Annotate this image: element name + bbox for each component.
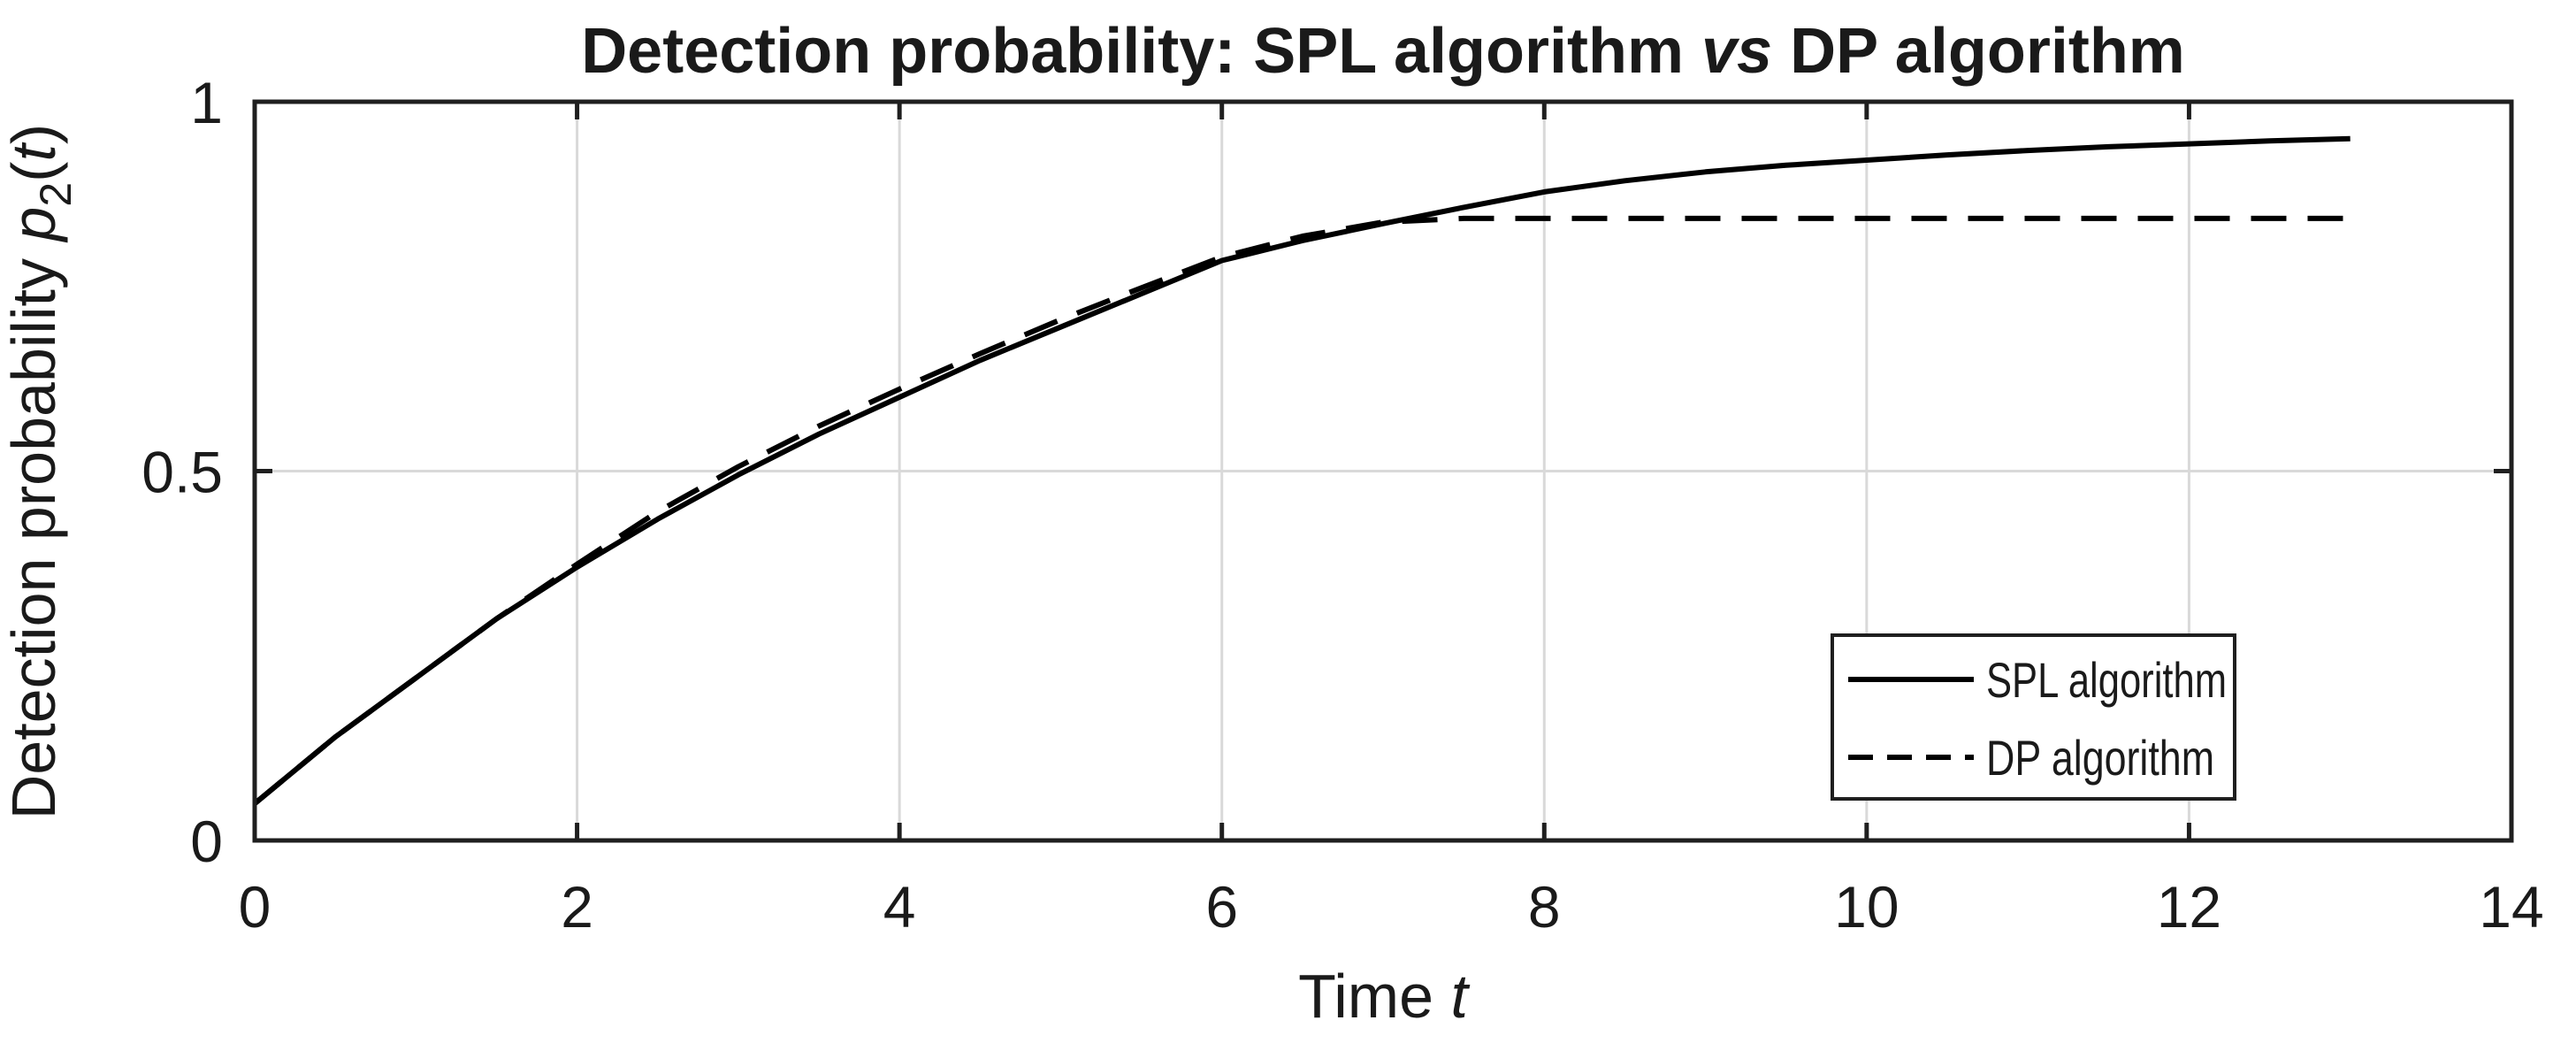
legend-entry-spl: SPL algorithm xyxy=(1986,652,2227,708)
x-tick-label: 6 xyxy=(1205,874,1238,940)
y-axis-label-variable: p xyxy=(0,207,68,243)
chart-title: Detection probability: SPL algorithm vs … xyxy=(581,16,2185,87)
spl-algorithm-curve xyxy=(253,135,2351,806)
grid-layer xyxy=(255,102,2511,840)
legend-box xyxy=(1831,633,2236,801)
y-axis-label-paren-close: ) xyxy=(0,124,68,144)
x-axis-label-text: Time xyxy=(1298,962,1450,1031)
chart-title-pre: Detection probability: SPL algorithm xyxy=(581,16,1701,87)
x-tick-label: 2 xyxy=(561,874,593,940)
series-layer xyxy=(253,135,2351,806)
x-tick-label: 10 xyxy=(1834,874,1899,940)
y-tick-label: 1 xyxy=(190,70,223,135)
tick-label-layer: 0 2 4 6 8 10 12 14 0 0.5 1 xyxy=(141,70,2543,940)
y-axis-label-t: t xyxy=(0,142,68,162)
y-axis-label: Detection probability p2(t) xyxy=(0,124,80,820)
x-tick-label: 8 xyxy=(1528,874,1561,940)
x-axis-label: Time t xyxy=(1298,962,1470,1031)
tick-layer xyxy=(252,99,2514,843)
legend-entry-dp: DP algorithm xyxy=(1986,730,2214,786)
x-axis-label-variable: t xyxy=(1450,962,1470,1031)
y-axis-label-paren-open: ( xyxy=(0,162,68,182)
y-tick-label: 0.5 xyxy=(141,440,223,505)
x-tick-label: 12 xyxy=(2157,874,2221,940)
x-tick-label: 14 xyxy=(2479,874,2543,940)
legend: SPL algorithm DP algorithm xyxy=(1831,633,2236,801)
chart-title-post: DP algorithm xyxy=(1772,16,2185,87)
chart-title-vs: vs xyxy=(1701,16,1772,87)
y-axis-label-subscript: 2 xyxy=(31,182,80,207)
y-tick-label: 0 xyxy=(190,809,223,874)
dp-algorithm-curve xyxy=(253,215,2351,806)
y-axis-label-text: Detection probability xyxy=(0,242,68,820)
x-tick-label: 4 xyxy=(883,874,916,940)
x-tick-label: 0 xyxy=(239,874,271,940)
